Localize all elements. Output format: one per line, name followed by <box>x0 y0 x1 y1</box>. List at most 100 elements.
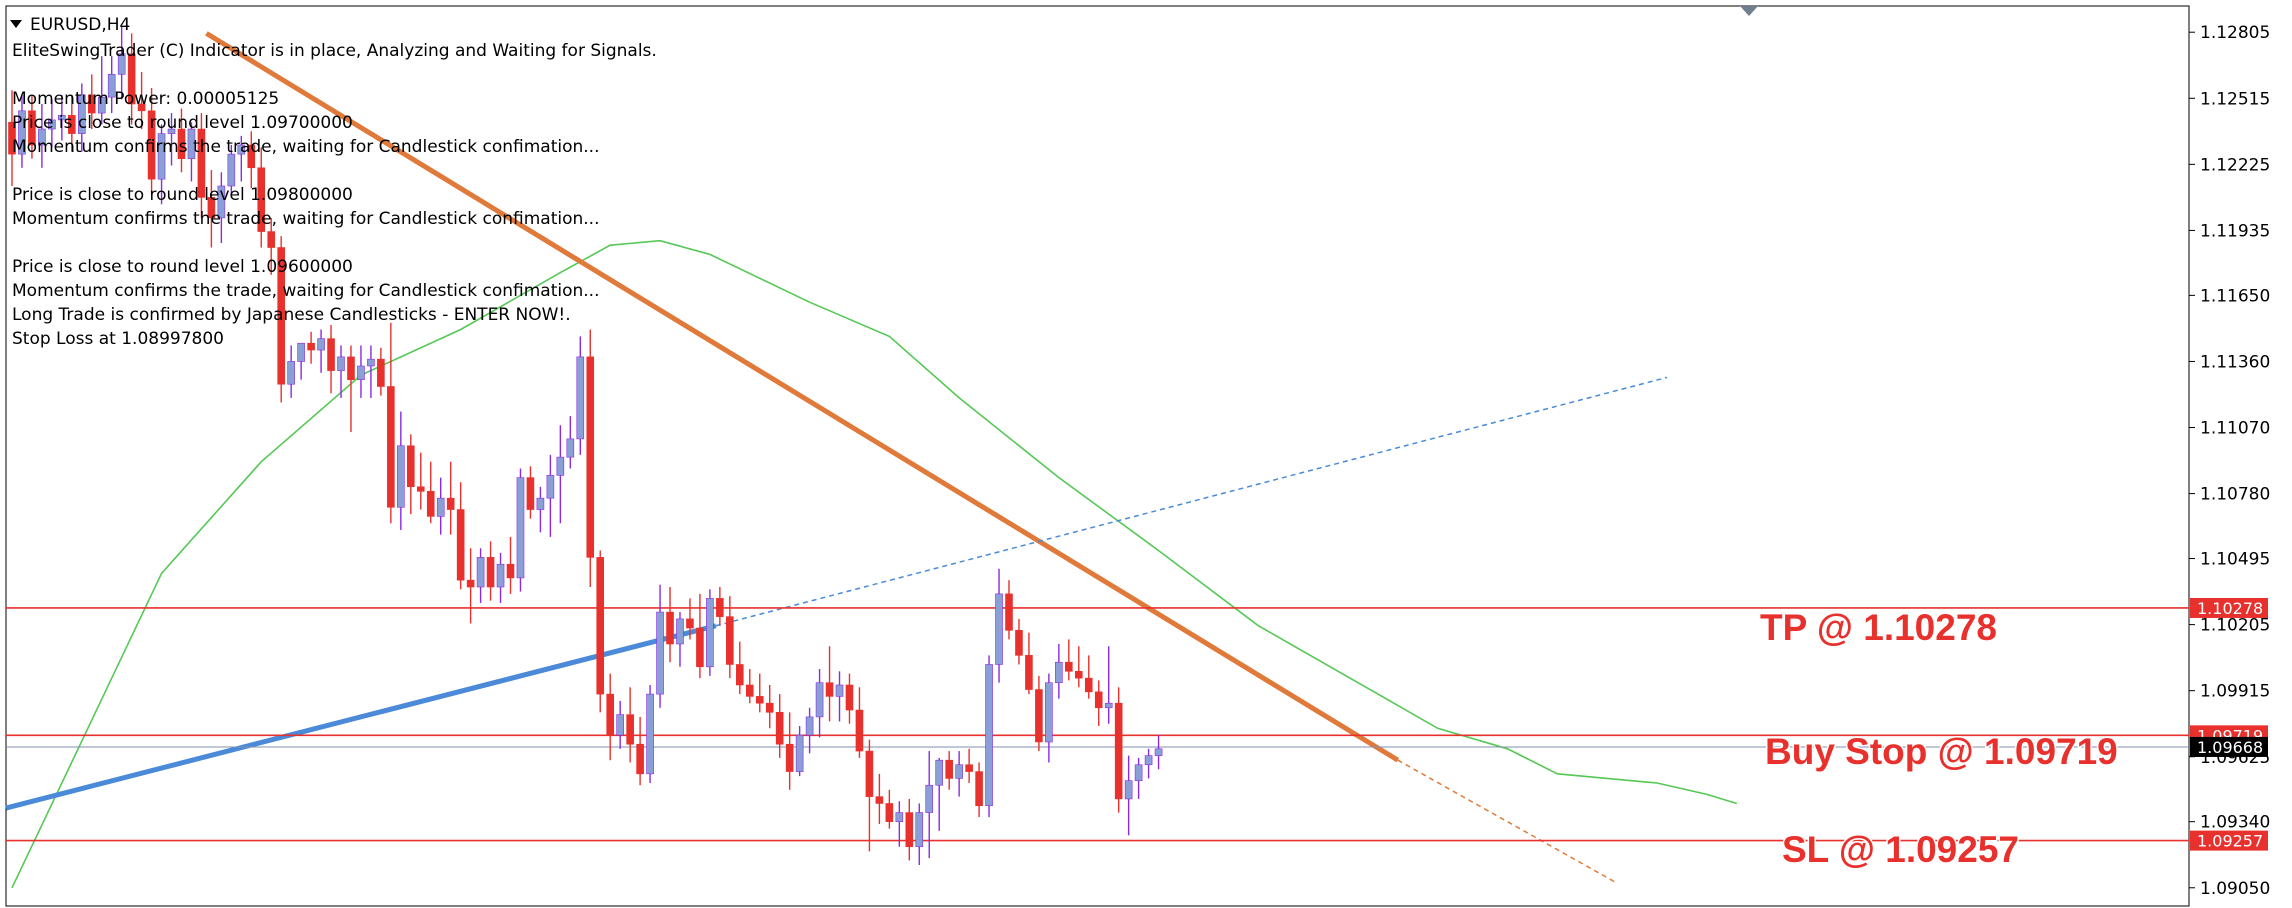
candle-body <box>426 491 435 517</box>
candle-body <box>1035 689 1043 743</box>
candle-body <box>1094 691 1103 709</box>
candle-body <box>855 709 864 752</box>
candle-body <box>1124 780 1133 800</box>
candle-body <box>446 497 455 510</box>
candle-body <box>466 579 475 588</box>
buy-stop-label: Buy Stop @ 1.09719 <box>1765 731 2118 772</box>
candle-body <box>576 356 585 440</box>
candle-body <box>676 618 684 645</box>
candle-body <box>985 664 993 807</box>
candle-body <box>1114 702 1123 800</box>
tp-tag-label: 1.10278 <box>2197 599 2263 618</box>
candle-body <box>586 356 595 558</box>
candle-body <box>825 682 834 697</box>
candle-body <box>726 616 734 665</box>
candle-body <box>377 358 385 387</box>
candle-body <box>656 611 664 695</box>
candle-body <box>755 696 764 704</box>
candle-body <box>247 144 256 169</box>
candle-body <box>237 144 246 155</box>
indicator-line: Price is close to round level 1.09600000 <box>12 257 353 277</box>
chart-shift-marker-icon[interactable] <box>1740 6 1758 16</box>
indicator-line: Momentum Power: 0.00005125 <box>12 89 279 109</box>
candle-body <box>865 750 874 797</box>
price-tick-label: 1.09050 <box>2200 879 2270 899</box>
candle-body <box>945 759 953 779</box>
indicator-line: Momentum confirms the trade, waiting for… <box>12 281 599 301</box>
candle-body <box>935 759 944 786</box>
candle-body <box>646 693 654 775</box>
candle-body <box>795 734 804 772</box>
candle-body <box>736 664 744 686</box>
candle-body <box>885 803 894 822</box>
plot-area-frame <box>5 5 2190 907</box>
candle-body <box>1084 677 1093 693</box>
candle-body <box>1045 682 1053 743</box>
candle-body <box>765 702 774 713</box>
candle-body <box>267 231 276 248</box>
candle-body <box>895 812 904 822</box>
indicator-line: Momentum confirms the trade, waiting for… <box>12 209 599 229</box>
candle-body <box>596 557 605 695</box>
price-tick-label: 1.12805 <box>2200 23 2270 43</box>
chart-title: EURUSD,H4 <box>30 15 130 35</box>
sl-tag-bg <box>2190 830 2268 851</box>
candle-body <box>496 563 505 588</box>
candle-body <box>845 684 854 711</box>
candle-body <box>1144 755 1153 766</box>
uptrend-extension-line <box>715 376 1668 627</box>
candle-body <box>915 812 924 848</box>
candle-body <box>436 497 445 517</box>
candle-body <box>965 764 973 772</box>
chart-menu-triangle-icon[interactable] <box>10 20 22 28</box>
tp-label: TP @ 1.10278 <box>1760 607 1997 648</box>
candle-body <box>995 593 1003 665</box>
candle-body <box>456 509 465 581</box>
candle-body <box>526 477 535 510</box>
indicator-comment-block: EliteSwingTrader (C) Indicator is in pla… <box>12 41 657 349</box>
indicator-line: Price is close to round level 1.09700000 <box>12 113 353 133</box>
candle-body <box>1154 748 1163 756</box>
candle-body <box>18 110 26 155</box>
candle-body <box>1015 630 1023 656</box>
candle-body <box>28 110 36 146</box>
candle-body <box>1074 671 1083 679</box>
sl-tag-label: 1.09257 <box>2197 832 2263 851</box>
candle-body <box>307 342 315 351</box>
tp-tag-bg <box>2190 597 2268 618</box>
candle-body <box>87 94 96 114</box>
candle-body <box>1134 764 1143 781</box>
candle-body <box>127 53 136 105</box>
candle-body <box>117 53 126 75</box>
price-tick-label: 1.11650 <box>2200 286 2270 306</box>
candle-body <box>77 94 86 134</box>
candle-body <box>486 557 495 588</box>
candle-body <box>137 103 146 112</box>
indicator-line: Momentum confirms the trade, waiting for… <box>12 137 599 157</box>
candle-body <box>775 712 784 745</box>
indicator-line: Price is close to round level 1.09800000 <box>12 185 353 205</box>
price-tick-label: 1.11070 <box>2200 419 2270 439</box>
candle-body <box>337 356 345 371</box>
candle-body <box>686 618 694 629</box>
candle-body <box>556 456 565 476</box>
price-tick-label: 1.10780 <box>2200 485 2270 505</box>
candle-body <box>107 74 116 98</box>
candle-body <box>785 743 794 772</box>
candle-body <box>217 185 226 219</box>
current-price-tag-label: 1.09668 <box>2197 738 2263 757</box>
candle-body <box>38 128 46 146</box>
downtrend-line <box>205 31 1400 763</box>
candle-body <box>97 96 106 114</box>
candle-body <box>716 598 724 617</box>
trade-labels-layer: TP @ 1.10278 Buy Stop @ 1.09719 SL @ 1.0… <box>1759 606 2120 872</box>
candle-body <box>1055 661 1063 684</box>
candle-body <box>207 197 216 219</box>
candle-body <box>416 486 425 492</box>
candle-body <box>397 445 405 508</box>
candle-body <box>626 714 634 745</box>
candle-body <box>616 714 624 736</box>
candles-layer <box>8 26 1163 865</box>
